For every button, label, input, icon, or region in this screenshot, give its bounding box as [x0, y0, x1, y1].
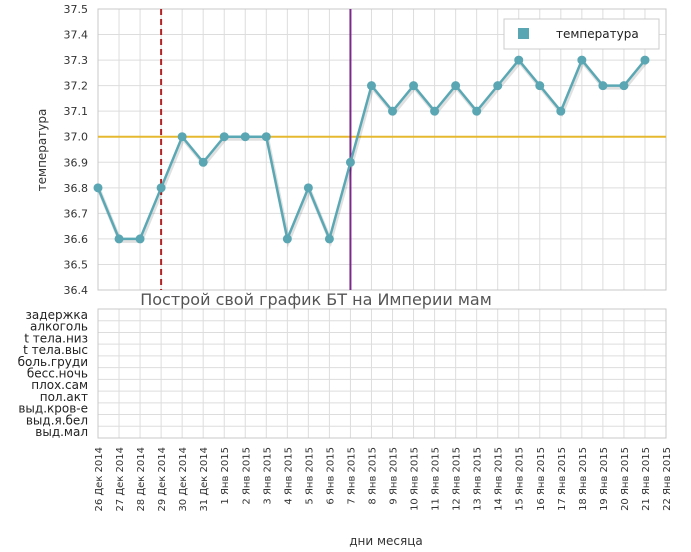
x-tick-label: 18 Янв 2015 [578, 447, 589, 511]
y-tick-label: 36.7 [64, 207, 89, 220]
x-tick-label: 5 Янв 2015 [304, 447, 315, 505]
x-tick-label: 9 Янв 2015 [389, 447, 400, 505]
x-tick-label: 31 Дек 2014 [199, 447, 210, 512]
data-point [261, 132, 271, 142]
series-layer [93, 55, 650, 248]
x-tick-label: 10 Янв 2015 [410, 447, 421, 511]
data-point [409, 81, 419, 91]
symptom-row-label: бесс.ночь [27, 367, 88, 381]
symptom-row-label: выд.я.бел [26, 413, 88, 427]
data-point [219, 132, 229, 142]
data-point [451, 81, 461, 91]
data-point [198, 157, 208, 167]
data-point [135, 234, 145, 244]
upper-grid [97, 8, 667, 291]
vertical-markers [160, 9, 352, 290]
y-tick-label: 37.5 [64, 3, 89, 16]
data-point [472, 106, 482, 116]
x-tick-label: 21 Янв 2015 [641, 447, 652, 511]
y-tick-label: 37.0 [64, 131, 89, 144]
y-tick-labels: 37.5 37.4 37.3 37.2 37.1 37.0 36.9 36.8 36.7 36.6… [64, 3, 89, 297]
y-tick-label: 36.8 [64, 182, 89, 195]
legend-swatch [518, 28, 529, 39]
y-tick-label: 37.2 [64, 80, 89, 93]
y-axis-label: температура [35, 109, 49, 192]
x-tick-label: 7 Янв 2015 [346, 447, 357, 505]
data-point [619, 81, 629, 91]
y-tick-label: 37.3 [64, 54, 89, 67]
data-point [640, 55, 650, 65]
symptom-row-label: t тела.низ [24, 331, 88, 345]
y-tick-label: 36.4 [64, 284, 89, 297]
x-tick-label: 22 Янв 2015 [662, 447, 673, 511]
y-tick-label: 36.9 [64, 156, 89, 169]
x-tick-label: 28 Дек 2014 [136, 447, 147, 512]
data-point [366, 81, 376, 91]
x-tick-label: 20 Янв 2015 [620, 447, 631, 511]
x-tick-label: 30 Дек 2014 [178, 447, 189, 512]
data-point [93, 183, 103, 193]
data-point [430, 106, 440, 116]
y-tick-label: 36.5 [64, 258, 89, 271]
data-point [114, 234, 124, 244]
x-tick-label: 26 Дек 2014 [94, 447, 105, 512]
symptom-row-label: алкоголь [30, 320, 88, 334]
legend: температура [503, 18, 660, 50]
y-tick-label: 36.6 [64, 233, 89, 246]
x-tick-label: 3 Янв 2015 [262, 447, 273, 505]
data-point [303, 183, 313, 193]
data-point [598, 81, 608, 91]
symptom-row-label: выд.мал [35, 425, 88, 439]
watermark-text: Построй свой график БТ на Империи мам [140, 290, 492, 309]
y-tick-label: 37.1 [64, 105, 89, 118]
data-point [240, 132, 250, 142]
symptom-row-label: выд.кров-е [18, 402, 88, 416]
y-tick-label: 37.4 [64, 29, 89, 42]
x-tick-label: 1 Янв 2015 [220, 447, 231, 505]
x-tick-label: 13 Янв 2015 [473, 447, 484, 511]
x-tick-label: 17 Янв 2015 [557, 447, 568, 511]
symptom-row-label: t тела.выс [23, 343, 88, 357]
symptom-row-label: плох.сам [31, 378, 88, 392]
data-point [156, 183, 166, 193]
data-point [514, 55, 524, 65]
x-tick-label: 16 Янв 2015 [536, 447, 547, 511]
data-point [282, 234, 292, 244]
data-point [324, 234, 334, 244]
data-point [388, 106, 398, 116]
x-tick-label: 2 Янв 2015 [241, 447, 252, 505]
x-axis-label: дни месяца [349, 534, 423, 548]
x-tick-label: 15 Янв 2015 [515, 447, 526, 511]
legend-label: температура [556, 27, 639, 41]
symptom-frame [97, 308, 667, 439]
x-tick-labels: 26 Дек 2014 27 Дек 2014 28 Дек 2014 29 Дек … [94, 447, 673, 512]
data-point [556, 106, 566, 116]
x-tick-label: 6 Янв 2015 [325, 447, 336, 505]
x-tick-label: 19 Янв 2015 [599, 447, 610, 511]
data-point [535, 81, 545, 91]
data-point [177, 132, 187, 142]
symptom-row-label: пол.акт [40, 390, 88, 404]
x-tick-label: 11 Янв 2015 [431, 447, 442, 511]
data-point [493, 81, 503, 91]
symptom-row-label: задержка [26, 308, 88, 322]
data-point [345, 157, 355, 167]
x-tick-label: 8 Янв 2015 [367, 447, 378, 505]
x-tick-label: 29 Дек 2014 [157, 447, 168, 512]
legend-box [503, 18, 660, 50]
data-point [577, 55, 587, 65]
symptom-row-label: боль.груди [18, 355, 88, 369]
x-tick-label: 14 Янв 2015 [494, 447, 505, 511]
x-tick-label: 4 Янв 2015 [283, 447, 294, 505]
lower-grid [97, 308, 667, 439]
x-tick-label: 12 Янв 2015 [452, 447, 463, 511]
plot-frame [97, 8, 667, 291]
x-tick-label: 27 Дек 2014 [115, 447, 126, 512]
